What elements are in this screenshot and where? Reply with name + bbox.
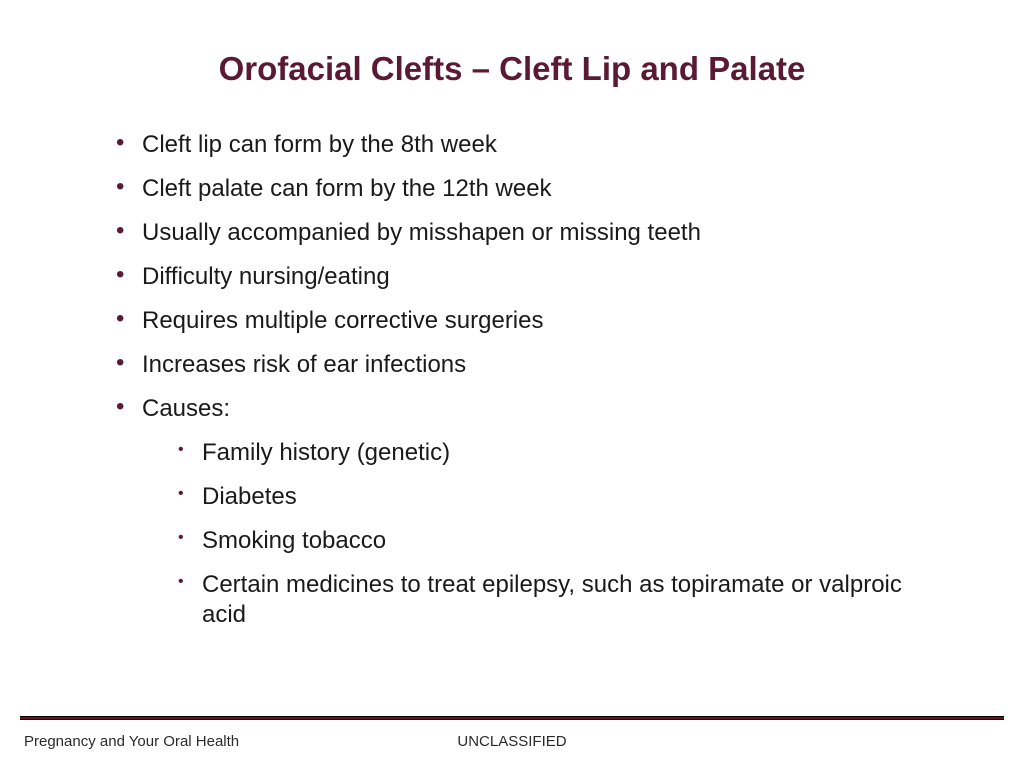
bullet-text: Cleft palate can form by the 12th week xyxy=(142,175,552,202)
sub-bullet-text: Family history (genetic) xyxy=(202,439,450,466)
bullet-text: Increases risk of ear infections xyxy=(142,351,466,378)
bullet-text: Requires multiple corrective surgeries xyxy=(142,307,543,334)
footer-center-text: UNCLASSIFIED xyxy=(0,733,1024,750)
footer-divider xyxy=(20,716,1004,720)
sub-list-item: Diabetes xyxy=(142,482,930,512)
sub-list-item: Certain medicines to treat epilepsy, suc… xyxy=(142,570,930,630)
list-item: Causes: Family history (genetic) Diabete… xyxy=(110,394,930,630)
list-item: Difficulty nursing/eating xyxy=(110,262,930,292)
bullet-text: Usually accompanied by misshapen or miss… xyxy=(142,219,701,246)
slide-body: Cleft lip can form by the 8th week Cleft… xyxy=(110,130,930,644)
slide: Orofacial Clefts – Cleft Lip and Palate … xyxy=(0,0,1024,768)
sub-list-item: Family history (genetic) xyxy=(142,438,930,468)
sub-bullet-text: Certain medicines to treat epilepsy, suc… xyxy=(202,571,902,628)
list-item: Increases risk of ear infections xyxy=(110,350,930,380)
sub-bullet-text: Diabetes xyxy=(202,483,297,510)
sub-bullet-list: Family history (genetic) Diabetes Smokin… xyxy=(142,438,930,630)
sub-bullet-text: Smoking tobacco xyxy=(202,527,386,554)
bullet-text: Difficulty nursing/eating xyxy=(142,263,390,290)
bullet-text: Cleft lip can form by the 8th week xyxy=(142,131,497,158)
divider-outer-bottom xyxy=(20,719,1004,720)
list-item: Requires multiple corrective surgeries xyxy=(110,306,930,336)
list-item: Cleft lip can form by the 8th week xyxy=(110,130,930,160)
bullet-text: Causes: xyxy=(142,395,230,422)
slide-title: Orofacial Clefts – Cleft Lip and Palate xyxy=(0,50,1024,88)
list-item: Usually accompanied by misshapen or miss… xyxy=(110,218,930,248)
sub-list-item: Smoking tobacco xyxy=(142,526,930,556)
bullet-list: Cleft lip can form by the 8th week Cleft… xyxy=(110,130,930,630)
list-item: Cleft palate can form by the 12th week xyxy=(110,174,930,204)
